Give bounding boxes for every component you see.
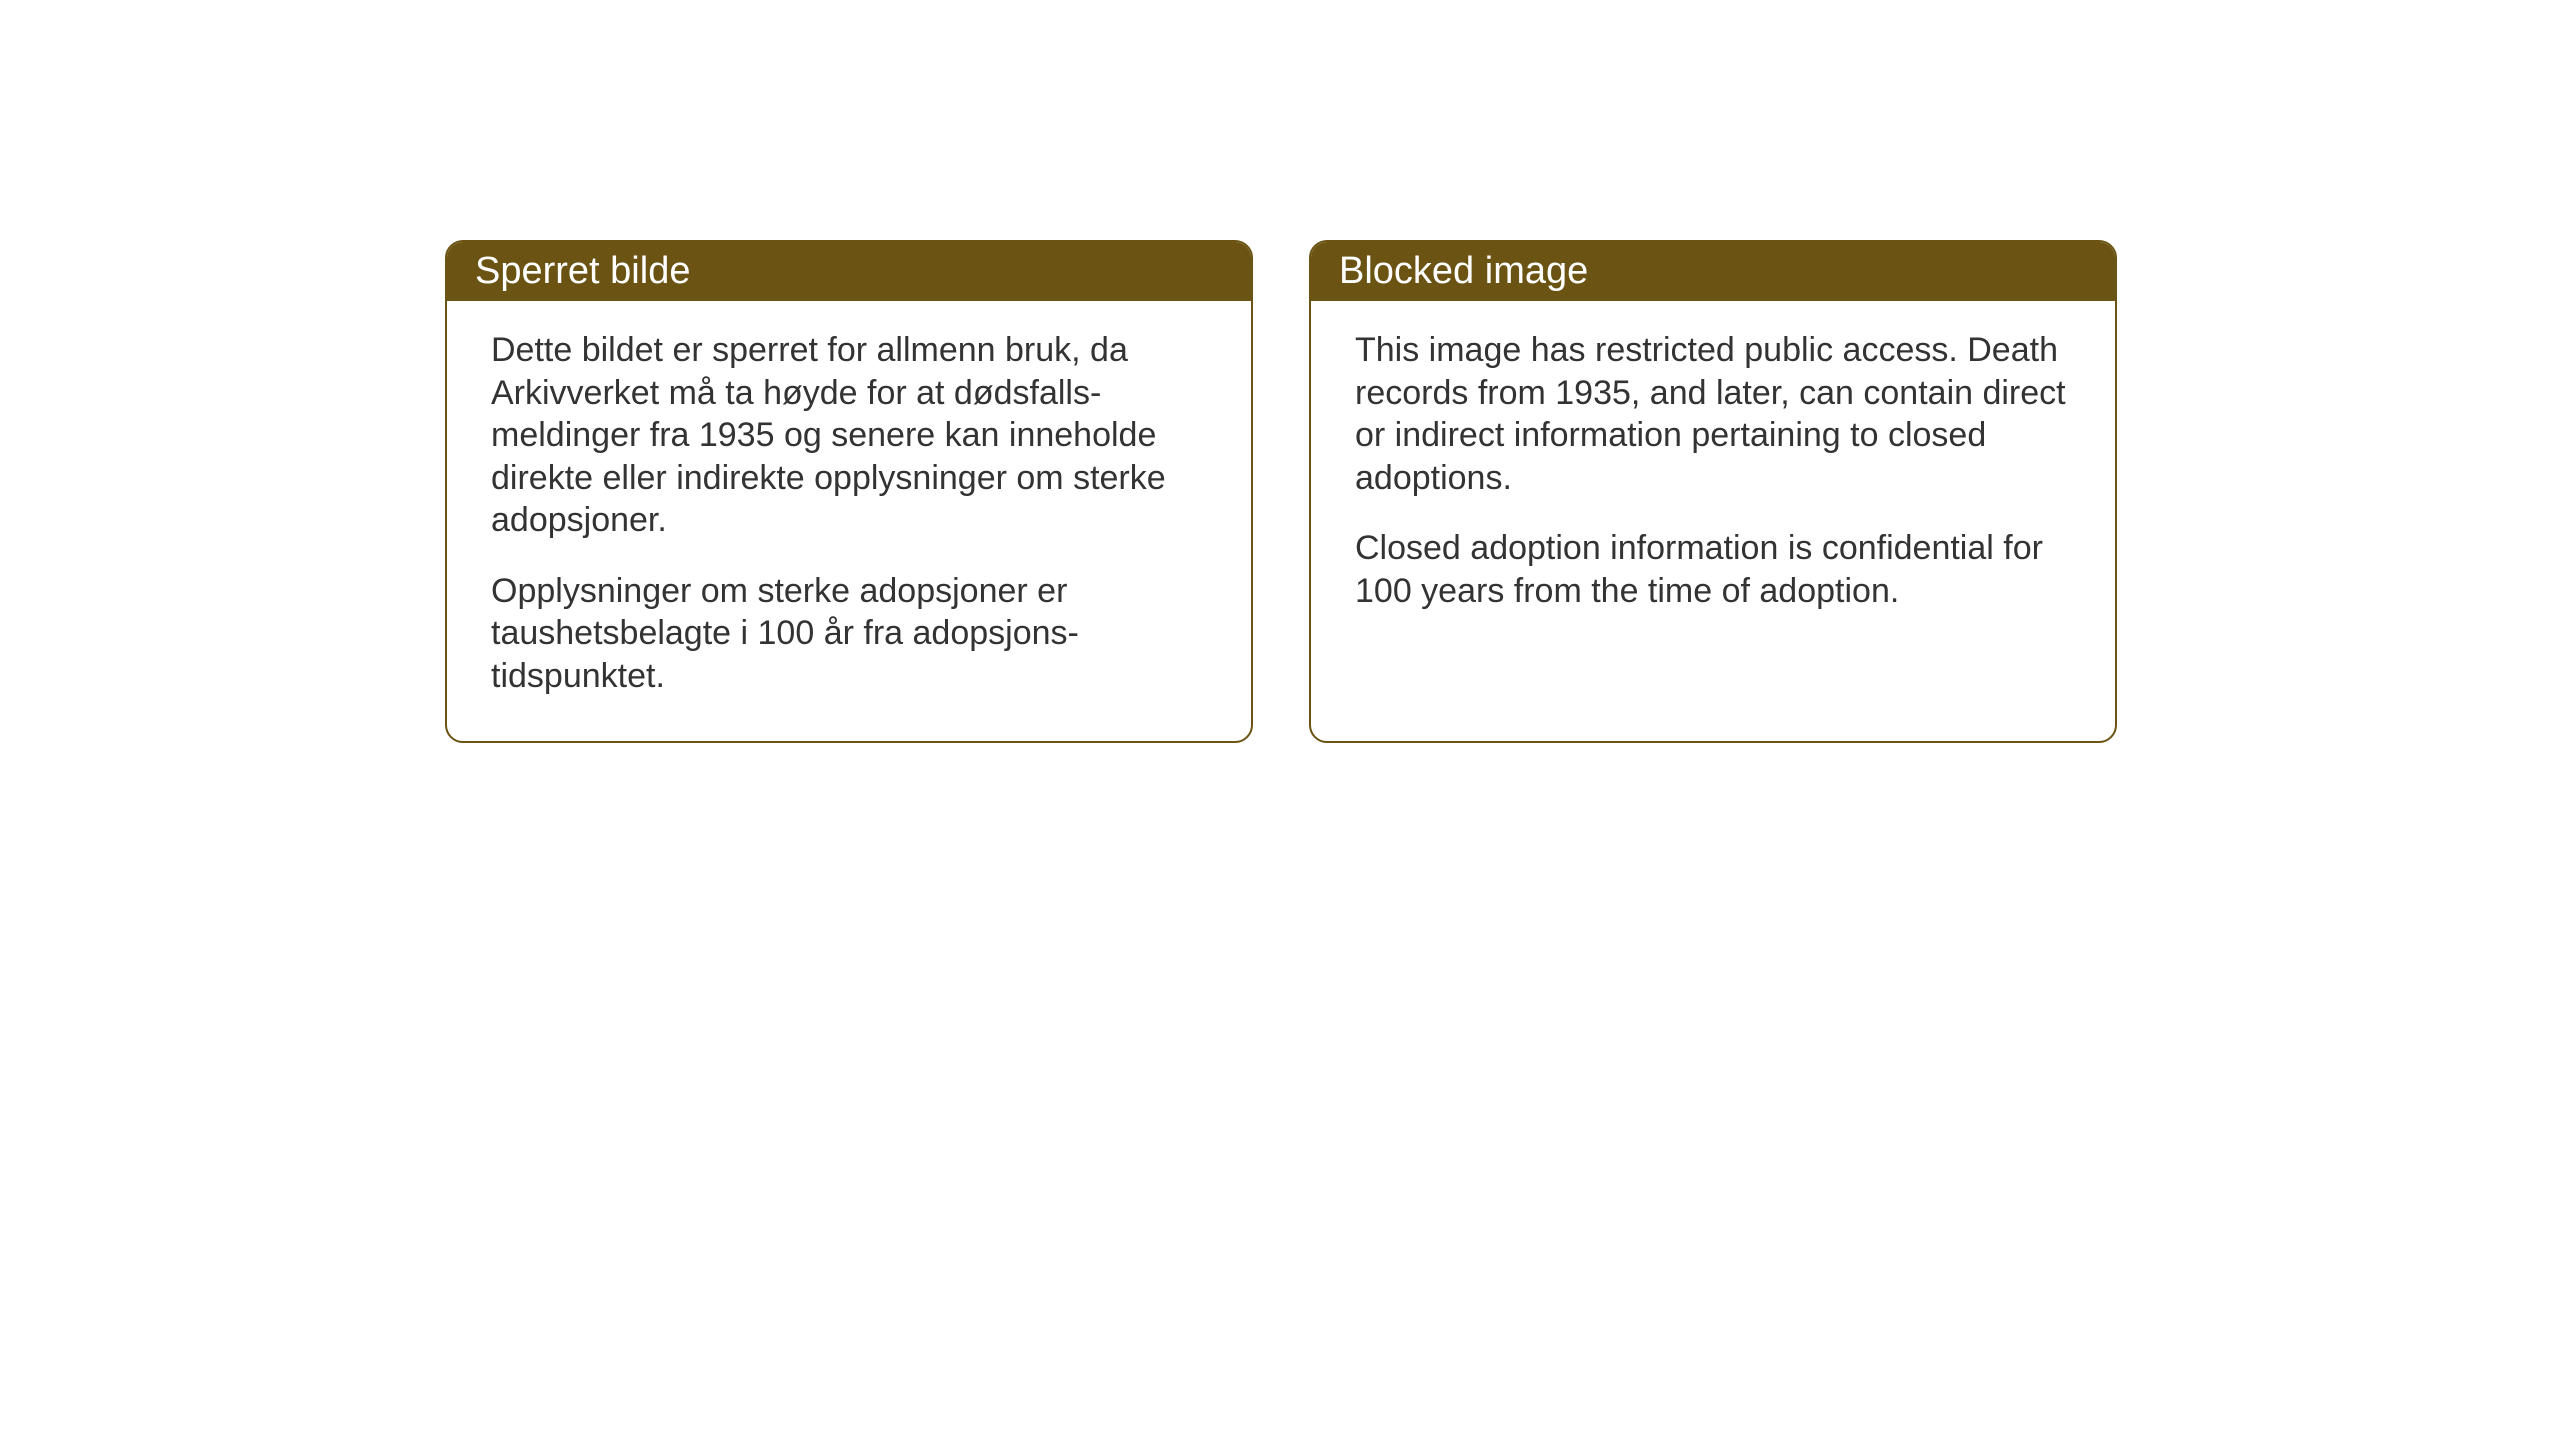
- notice-box-norwegian: Sperret bilde Dette bildet er sperret fo…: [445, 240, 1253, 743]
- notice-body-english: This image has restricted public access.…: [1311, 301, 2115, 656]
- notice-body-norwegian: Dette bildet er sperret for allmenn bruk…: [447, 301, 1251, 741]
- notice-paragraph: Dette bildet er sperret for allmenn bruk…: [491, 329, 1207, 542]
- notice-header-english: Blocked image: [1311, 242, 2115, 301]
- notice-header-norwegian: Sperret bilde: [447, 242, 1251, 301]
- notice-paragraph: Opplysninger om sterke adopsjoner er tau…: [491, 570, 1207, 698]
- notice-paragraph: This image has restricted public access.…: [1355, 329, 2071, 499]
- notice-box-english: Blocked image This image has restricted …: [1309, 240, 2117, 743]
- notice-paragraph: Closed adoption information is confident…: [1355, 527, 2071, 612]
- notice-container: Sperret bilde Dette bildet er sperret fo…: [445, 240, 2117, 743]
